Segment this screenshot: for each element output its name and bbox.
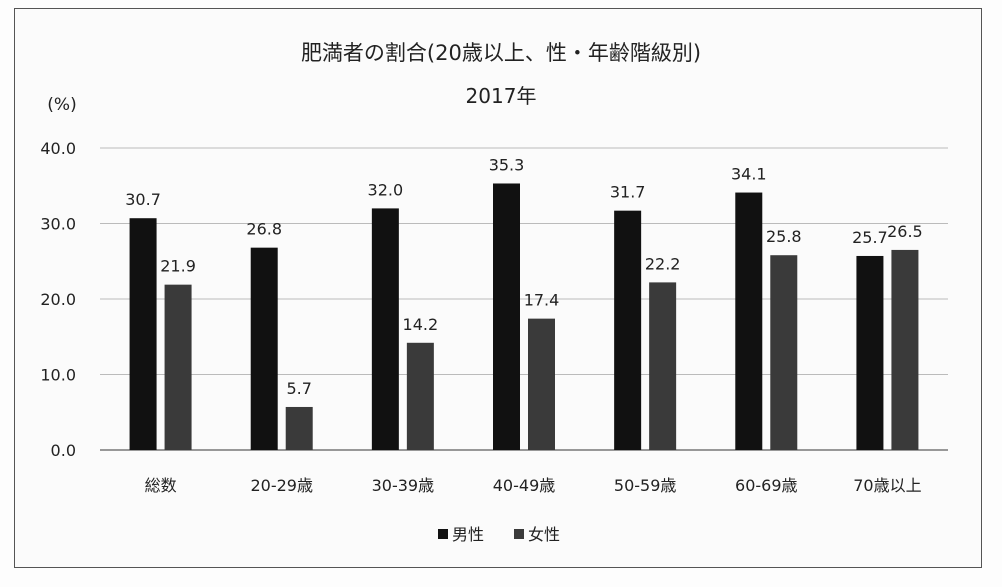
data-label: 5.7	[286, 379, 311, 398]
data-label: 35.3	[489, 155, 525, 174]
bar-male	[856, 255, 884, 450]
y-axis-unit: (%)	[47, 95, 76, 115]
data-label: 26.8	[246, 220, 282, 239]
y-tick-label: 20.0	[40, 290, 76, 309]
x-tick-label: 40-49歳	[493, 476, 556, 495]
data-label: 34.1	[731, 165, 767, 184]
bar-male	[735, 192, 763, 451]
data-label: 25.7	[852, 228, 888, 247]
data-label: 21.9	[160, 257, 196, 276]
bar-female	[770, 255, 798, 450]
legend-swatch	[514, 529, 524, 539]
data-label: 22.2	[645, 254, 681, 273]
data-label: 30.7	[125, 190, 161, 209]
bar-female	[891, 249, 919, 450]
legend-label: 男性	[452, 525, 484, 544]
legend-label: 女性	[528, 525, 560, 544]
data-label: 31.7	[610, 183, 646, 202]
y-tick-label: 40.0	[40, 139, 76, 158]
y-tick-label: 10.0	[40, 366, 76, 385]
x-tick-label: 70歳以上	[853, 476, 921, 495]
y-tick-label: 0.0	[51, 441, 76, 460]
data-label: 14.2	[403, 315, 439, 334]
bar-male	[250, 247, 278, 450]
bar-female	[649, 282, 677, 450]
chart-subtitle: 2017年	[466, 84, 537, 108]
bar-female	[406, 342, 434, 450]
bar-female	[285, 406, 313, 450]
y-tick-label: 30.0	[40, 215, 76, 234]
x-tick-label: 20-29歳	[250, 476, 313, 495]
bar-male	[614, 210, 642, 450]
x-tick-label: 50-59歳	[614, 476, 677, 495]
x-tick-label: 60-69歳	[735, 476, 798, 495]
data-label: 32.0	[368, 180, 404, 199]
chart-title: 肥満者の割合(20歳以上、性・年齢階級別)	[301, 41, 701, 65]
x-tick-label: 総数	[145, 476, 177, 495]
bar-female	[164, 284, 192, 450]
x-tick-label: 30-39歳	[372, 476, 435, 495]
data-label: 25.8	[766, 227, 802, 246]
bar-male	[129, 218, 157, 450]
legend-swatch	[438, 529, 448, 539]
data-label: 26.5	[887, 222, 923, 241]
bar-male	[371, 208, 399, 450]
bar-male	[493, 183, 520, 451]
bar-female	[528, 318, 555, 450]
data-label: 17.4	[524, 291, 560, 310]
